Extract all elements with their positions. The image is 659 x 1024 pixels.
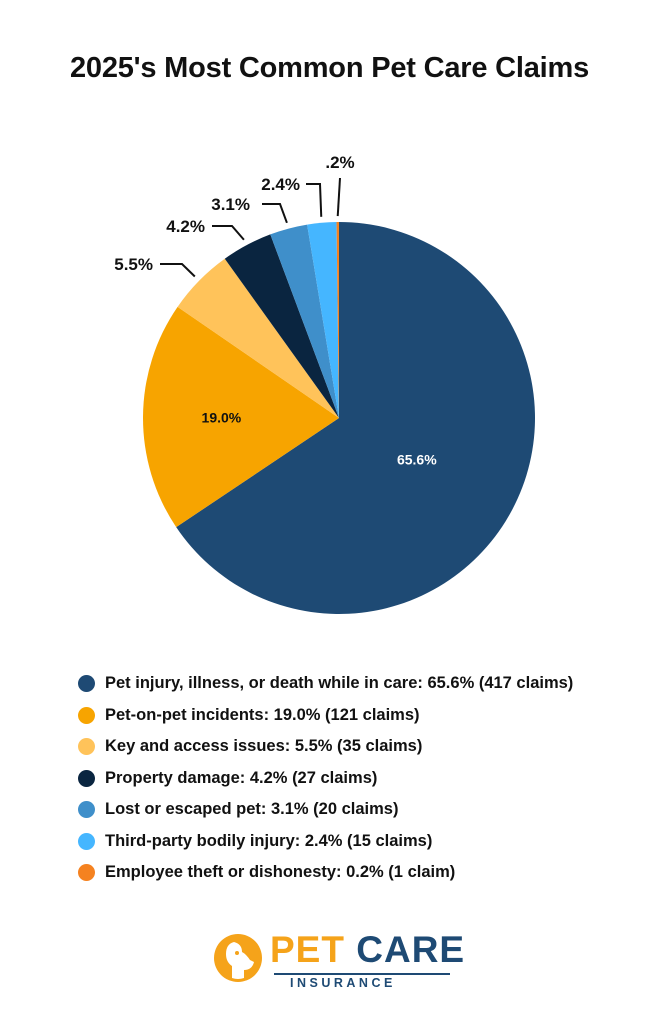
legend-item: Employee theft or dishonesty: 0.2% (1 cl… [78,857,638,889]
legend-swatch [78,675,95,693]
slice-data-label: .2% [325,153,354,172]
dog-head-logo-icon [214,934,262,982]
pie-chart: 65.6% 19.0% 5.5% 4.2% 3.1% 2.4% .2% [114,153,536,614]
legend-label: Employee theft or dishonesty: 0.2% (1 cl… [105,863,456,882]
legend-item: Key and access issues: 5.5% (35 claims) [78,731,638,763]
legend-swatch [78,801,95,819]
legend-swatch [78,832,95,850]
legend-label: Lost or escaped pet: 3.1% (20 claims) [105,800,399,819]
slice-data-label: 19.0% [202,409,242,425]
slice-data-label: 4.2% [166,217,205,236]
logo-word-care: CARE [356,929,466,970]
logo-wordmark: PET CARE [270,930,465,970]
leader-line [306,183,323,217]
pet-care-insurance-logo: PET CARE INSURANCE [212,930,464,990]
pie-slice [176,222,536,614]
legend-swatch [78,864,95,882]
legend-label: Pet injury, illness, or death while in c… [105,674,574,693]
legend-item: Pet-on-pet incidents: 19.0% (121 claims) [78,700,638,732]
pie-slice [224,234,339,418]
chart-title: 2025's Most Common Pet Care Claims [69,52,590,84]
legend-item: Lost or escaped pet: 3.1% (20 claims) [78,794,638,826]
slice-data-label: 2.4% [261,175,300,194]
slice-data-label: 5.5% [114,255,153,274]
pie-slice [142,306,339,528]
legend-item: Pet injury, illness, or death while in c… [78,668,638,700]
slice-data-label: 65.6% [397,452,437,468]
leader-line [262,203,288,224]
logo-subtitle: INSURANCE [290,976,396,990]
leader-line [336,177,341,217]
legend-swatch [78,738,95,756]
pie-slice [307,222,339,418]
slice-data-label: 3.1% [211,195,250,214]
leader-line [160,263,196,278]
legend-label: Third-party bodily injury: 2.4% (15 clai… [105,831,433,850]
legend-label: Pet-on-pet incidents: 19.0% (121 claims) [105,705,420,724]
pie-slice [270,224,339,418]
logo-word-pet: PET [270,929,345,970]
legend-swatch [78,706,95,724]
leader-line [212,225,245,241]
legend-swatch [78,769,95,787]
pie-slice [177,258,339,418]
pie-slice [336,222,339,418]
legend-item: Property damage: 4.2% (27 claims) [78,763,638,795]
chart-legend: Pet injury, illness, or death while in c… [78,668,638,889]
legend-item: Third-party bodily injury: 2.4% (15 clai… [78,826,638,858]
legend-label: Key and access issues: 5.5% (35 claims) [105,737,423,756]
legend-label: Property damage: 4.2% (27 claims) [105,768,378,787]
logo-divider [274,973,450,975]
